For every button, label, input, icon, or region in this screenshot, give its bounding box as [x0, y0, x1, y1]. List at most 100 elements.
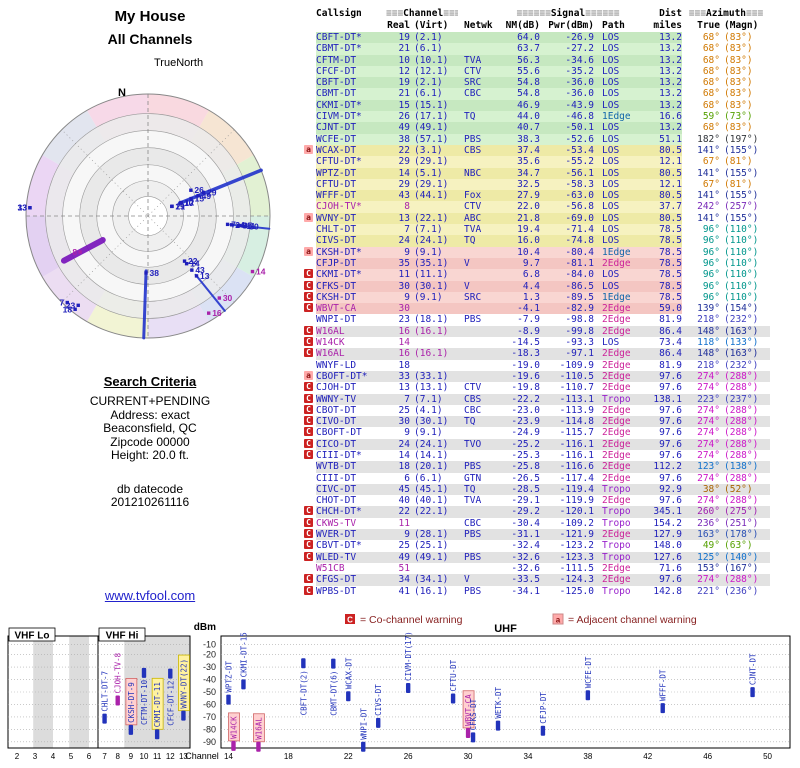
- cell-virtual-channel: (45.1): [410, 483, 458, 496]
- cell-azimuth-magnetic: (275°): [720, 506, 770, 518]
- cell-distance: 13.2: [638, 32, 682, 44]
- cell-path: LOS: [594, 212, 638, 225]
- cell-power-dbm: -117.4: [540, 472, 594, 484]
- cell-network: CTV: [458, 201, 498, 213]
- radar-marker: [244, 224, 248, 228]
- cell-callsign: CIVS-DT: [316, 235, 386, 247]
- radar-marker: [144, 271, 148, 275]
- cell-azimuth-true: 274°: [682, 449, 720, 462]
- table-row: CFTU-DT 29 (29.1) 32.5 -58.3 LOS 12.1 67° (81°): [302, 178, 800, 191]
- x-axis-tick-label: 12: [166, 752, 175, 761]
- x-axis-tick-label: 38: [583, 752, 592, 761]
- cell-real-channel: 18: [386, 359, 410, 371]
- cell-azimuth-magnetic: (73°): [720, 111, 770, 123]
- cell-power-dbm: -113.1: [540, 393, 594, 405]
- cell-real-channel: 40: [386, 495, 410, 507]
- cell-virtual-channel: (3.1): [410, 144, 458, 157]
- cell-azimuth-true: 274°: [682, 574, 720, 586]
- cell-distance: 97.6: [638, 382, 682, 394]
- spectrum-bar-label-group: WPTZ-DT: [224, 660, 233, 692]
- x-axis-tick-label: 26: [404, 752, 413, 761]
- db-datecode-value: 201210261116: [110, 495, 190, 509]
- cell-azimuth-magnetic: (288°): [720, 449, 770, 462]
- cell-azimuth-magnetic: (83°): [720, 77, 770, 89]
- cell-path: LOS: [594, 235, 638, 247]
- spectrum-bar-label: WVNY-DT(22): [179, 659, 188, 709]
- cell-warning: C: [302, 585, 316, 597]
- cell-network: [458, 359, 498, 371]
- cell-distance: 92.9: [638, 483, 682, 496]
- table-row: CFJP-DT 35 (35.1) V 9.7 -81.1 2Edge 78.5 96° (110…: [302, 257, 800, 270]
- y-axis-tick-label: -90: [203, 737, 216, 747]
- cell-azimuth-magnetic: (288°): [720, 404, 770, 417]
- radar-diagonal-guide: [61, 129, 235, 303]
- cell-path: 2Edge: [594, 472, 638, 484]
- cell-distance: 80.5: [638, 167, 682, 179]
- cell-power-dbm: -89.5: [540, 291, 594, 304]
- cell-azimuth-true: 96°: [682, 224, 720, 236]
- spectrum-bar: [231, 740, 236, 751]
- spectrum-bar-label: CBFT-DT(2): [299, 670, 308, 715]
- co-channel-warning-badge: C: [304, 393, 313, 403]
- table-row: C CFKS-DT 30 (30.1) V 4.4 -86.5 LOS 78.5 96° (110°…: [302, 280, 800, 292]
- cell-azimuth-true: 274°: [682, 382, 720, 394]
- cell-power-dbm: -98.8: [540, 314, 594, 326]
- spectrum-bar: [470, 732, 476, 743]
- cell-callsign: WVER-DT: [316, 529, 386, 541]
- cell-distance: 86.4: [638, 325, 682, 338]
- tvfool-link[interactable]: www.tvfool.com: [104, 587, 196, 603]
- spectrum-bar-label-group: CKMI-DT-15: [239, 632, 248, 677]
- cell-nm-db: -19.8: [498, 382, 540, 394]
- cell-azimuth-magnetic: (251°): [720, 517, 770, 530]
- cell-azimuth-true: 96°: [682, 235, 720, 247]
- cell-power-dbm: -26.9: [540, 32, 594, 44]
- cell-azimuth-true: 141°: [682, 190, 720, 202]
- radar-marker-label: 49: [202, 191, 212, 201]
- cell-nm-db: 38.3: [498, 133, 540, 145]
- cell-nm-db: 1.3: [498, 291, 540, 304]
- cell-azimuth-magnetic: (232°): [720, 314, 770, 326]
- cell-azimuth-magnetic: (288°): [720, 495, 770, 507]
- cell-distance: 97.6: [638, 574, 682, 586]
- cell-virtual-channel: (29.1): [410, 156, 458, 168]
- cell-virtual-channel: (5.1): [410, 167, 458, 179]
- spectrum-bar-label: CHLT-DT-7: [101, 671, 110, 712]
- cell-azimuth-magnetic: (83°): [720, 88, 770, 100]
- criteria-line: CURRENT+PENDING: [89, 394, 211, 408]
- cell-real-channel: 9: [386, 246, 410, 258]
- spectrum-bar: [450, 693, 456, 704]
- cell-nm-db: -32.4: [498, 540, 540, 552]
- cell-power-dbm: -46.8: [540, 111, 594, 123]
- cell-callsign: W16AL: [316, 325, 386, 338]
- cell-azimuth-magnetic: (52°): [720, 483, 770, 496]
- cell-azimuth-true: 242°: [682, 201, 720, 213]
- cell-nm-db: -4.1: [498, 303, 540, 315]
- cell-real-channel: 21: [386, 43, 410, 55]
- cell-path: Tropo: [594, 517, 638, 530]
- table-row: C CBOT-DT 25 (4.1) CBC -23.0 -113.9 2Edge 97.6 27…: [302, 404, 800, 417]
- cell-azimuth-true: 141°: [682, 144, 720, 157]
- cell-virtual-channel: (44.1): [410, 190, 458, 202]
- cell-virtual-channel: (16.1): [410, 325, 458, 338]
- radar-marker-label: 16: [212, 308, 222, 318]
- cell-nm-db: 55.6: [498, 65, 540, 78]
- cell-azimuth-magnetic: (110°): [720, 257, 770, 270]
- radar-marker: [65, 300, 69, 305]
- header-spacer: [458, 8, 498, 20]
- co-channel-warning-badge: C: [304, 404, 313, 414]
- cell-warning: C: [302, 574, 316, 585]
- x-axis-tick-label: 5: [69, 752, 74, 761]
- cell-virtual-channel: (25.1): [410, 540, 458, 552]
- cell-callsign: CBMT-DT: [316, 88, 386, 100]
- x-axis-tick-label: 9: [129, 752, 134, 761]
- cell-azimuth-true: 96°: [682, 269, 720, 281]
- cell-azimuth-magnetic: (163°): [720, 348, 770, 360]
- cell-callsign: WNPI-DT: [316, 314, 386, 326]
- co-channel-warning-badge: C: [304, 574, 313, 584]
- co-channel-warning-badge: C: [304, 438, 313, 448]
- x-axis-tick-label: 22: [344, 752, 353, 761]
- cell-real-channel: 16: [386, 348, 410, 360]
- cell-azimuth-true: 96°: [682, 291, 720, 304]
- co-channel-warning-badge: C: [304, 303, 313, 313]
- spectrum-bar-label: W14CK: [229, 716, 238, 739]
